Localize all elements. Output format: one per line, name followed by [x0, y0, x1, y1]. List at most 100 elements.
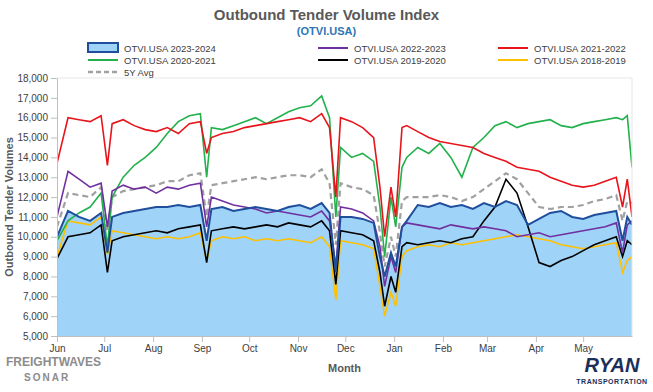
tick: 12,000 [17, 192, 57, 203]
tick-mark [443, 336, 444, 342]
tick-mark [57, 336, 58, 342]
plot-frame [632, 78, 633, 336]
tick: 5,000 [23, 331, 57, 342]
tick-mark [51, 276, 57, 277]
tick-label: 5,000 [23, 331, 48, 342]
tick-label: 13,000 [17, 172, 48, 183]
tick-label: May [574, 343, 593, 354]
y-axis-title: Outbound Tender Volumes [3, 137, 15, 277]
tick: 6,000 [23, 311, 57, 322]
legend: OTVI.USA 2023-2024OTVI.USA 2022-2023OTVI… [88, 43, 626, 78]
tick: 7,000 [23, 291, 57, 302]
tick: Sep [194, 336, 212, 354]
legend-label: OTVI.USA 2019-2020 [354, 55, 446, 66]
legend-label: OTVI.USA 2021-2022 [534, 43, 626, 54]
tick-mark [153, 336, 154, 342]
tick: Dec [337, 336, 355, 354]
legend-label: OTVI.USA 2020-2021 [124, 55, 216, 66]
line [57, 201, 632, 276]
x-axis-title: Month [328, 362, 361, 374]
tick-mark [51, 118, 57, 119]
tick-mark [249, 336, 250, 342]
legend-swatch [88, 43, 118, 52]
legend-swatch [498, 47, 528, 49]
tick-label: 18,000 [17, 73, 48, 84]
line [57, 171, 632, 286]
legend-label: OTVI.USA 2023-2024 [124, 43, 216, 54]
y-axis: 5,000 6,000 7,000 8,000 9,000 10,000 11,000 12,… [17, 73, 57, 342]
tick: 9,000 [23, 251, 57, 262]
tick-mark [51, 197, 57, 198]
tick-mark [51, 78, 57, 79]
tick-mark [104, 336, 105, 342]
annotation: FREIGHTWAVES [6, 355, 101, 369]
tick-mark [51, 177, 57, 178]
tick-label: Jul [98, 343, 111, 354]
chart: Outbound Tender Volume Index (OTVI.USA) 5,… [0, 0, 653, 392]
legend-item: OTVI.USA 2022-2023 [318, 43, 446, 54]
tick: 17,000 [17, 93, 57, 104]
tick-mark [394, 336, 395, 342]
subtitle: (OTVI.USA) [297, 25, 357, 37]
legend-swatch [498, 59, 528, 61]
tick-label: Apr [529, 343, 545, 354]
legend-swatch [318, 59, 348, 61]
line [57, 179, 632, 306]
annotation: RYAN [585, 354, 640, 376]
annotation: TRANSPORTATION [576, 378, 647, 385]
legend-label: OTVI.USA 2022-2023 [354, 43, 446, 54]
legend-item: OTVI.USA 2018-2019 [498, 55, 626, 66]
tick-label: 8,000 [23, 271, 48, 282]
legend-item: OTVI.USA 2020-2021 [88, 55, 216, 66]
tick-label: 16,000 [17, 112, 48, 123]
tick-label: 10,000 [17, 231, 48, 242]
tick: Jan [387, 336, 403, 354]
tick: 13,000 [17, 172, 57, 183]
tick-mark [345, 336, 346, 342]
tick-label: 11,000 [18, 212, 48, 223]
tick-mark [51, 157, 57, 158]
tick-mark [536, 336, 537, 342]
tick: Apr [529, 336, 545, 354]
tick: 11,000 [18, 212, 57, 223]
tick-mark [51, 316, 57, 317]
tick: Oct [242, 336, 258, 354]
legend-item: OTVI.USA 2021-2022 [498, 43, 626, 54]
tick-label: Nov [290, 343, 308, 354]
legend-swatch [88, 59, 118, 61]
title: Outbound Tender Volume Index [214, 6, 440, 23]
tick: May [574, 336, 593, 354]
line [57, 114, 632, 237]
tick-mark [298, 336, 299, 342]
tick-label: 7,000 [23, 291, 48, 302]
plot-frame [57, 78, 632, 79]
tick-label: Mar [479, 343, 497, 354]
tick-mark [487, 336, 488, 342]
tick-label: Sep [194, 343, 212, 354]
tick-mark [51, 336, 57, 337]
tick-mark [583, 336, 584, 342]
tick-label: Jan [387, 343, 403, 354]
tick: 10,000 [17, 231, 57, 242]
tick-mark [51, 98, 57, 99]
tick: 16,000 [17, 112, 57, 123]
tick-mark [51, 138, 57, 139]
tick: Feb [435, 336, 453, 354]
tick-mark [51, 217, 57, 218]
tick: Nov [290, 336, 308, 354]
tick: Mar [479, 336, 497, 354]
axis-line [58, 336, 633, 337]
tick-label: 14,000 [17, 152, 48, 163]
legend-item: 5Y Avg [88, 67, 154, 78]
x-axis: JunJulAugSepOctNovDecJanFebMarAprMay [49, 336, 632, 354]
tick-mark [51, 257, 57, 258]
axis-line [57, 79, 58, 337]
line [57, 96, 632, 257]
tick: 15,000 [17, 132, 57, 143]
area [57, 201, 632, 336]
tick-label: Dec [337, 343, 355, 354]
tick-label: 12,000 [17, 192, 48, 203]
tick-label: 15,000 [17, 132, 48, 143]
plot-area [57, 96, 632, 336]
tick: Jun [49, 336, 65, 354]
